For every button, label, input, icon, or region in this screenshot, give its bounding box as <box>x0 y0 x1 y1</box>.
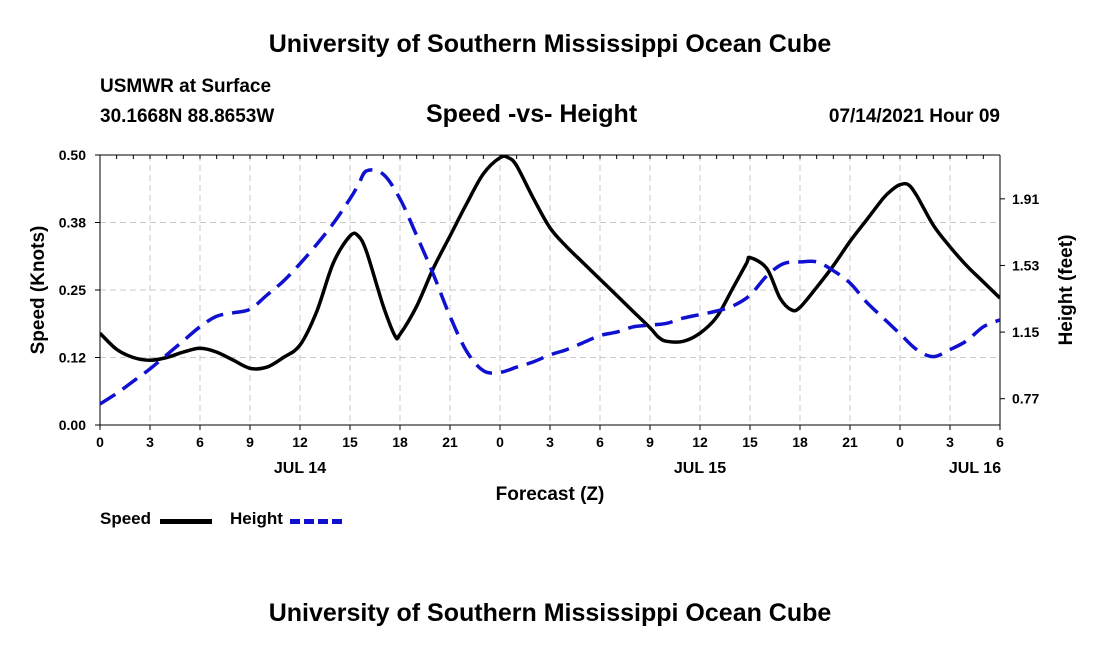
x-tick-label: 15 <box>742 434 758 450</box>
y-right-tick-label: 1.91 <box>1012 191 1039 207</box>
y-left-tick-label: 0.12 <box>59 350 86 366</box>
x-tick-label: 21 <box>842 434 858 450</box>
x-tick-label: 21 <box>442 434 458 450</box>
datetime-label: 07/14/2021 Hour 09 <box>828 106 1000 127</box>
x-tick-label: 12 <box>692 434 708 450</box>
x-tick-label: 18 <box>392 434 408 450</box>
x-tick-label: 0 <box>896 434 904 450</box>
x-tick-label: 18 <box>792 434 808 450</box>
y-left-tick-label: 0.38 <box>59 215 86 231</box>
legend-speed-label: Speed <box>100 509 152 528</box>
x-tick-label: 6 <box>196 434 204 450</box>
legend-height-swatch <box>290 519 342 524</box>
x-tick-label: 0 <box>496 434 504 450</box>
page-title-top: University of Southern Mississippi Ocean… <box>268 30 832 58</box>
y-left-tick-label: 0.25 <box>59 282 86 298</box>
x-tick-label: 9 <box>646 434 654 450</box>
page-title-bottom: University of Southern Mississippi Ocean… <box>268 599 832 627</box>
y-right-axis-label: Height (feet) <box>1056 235 1077 346</box>
x-tick-label: 6 <box>596 434 604 450</box>
x-date-label: JUL 16 <box>949 460 1001 477</box>
legend-speed-swatch <box>160 519 212 524</box>
x-tick-label: 12 <box>292 434 308 450</box>
station-label: USMWR at Surface <box>100 76 272 97</box>
x-tick-label: 3 <box>946 434 954 450</box>
x-tick-label: 0 <box>96 434 104 450</box>
y-left-tick-label: 0.00 <box>59 417 86 433</box>
y-left-tick-label: 0.50 <box>59 147 86 163</box>
x-date-label: JUL 14 <box>274 460 326 477</box>
coordinates-label: 30.1668N 88.8653W <box>100 106 275 127</box>
x-tick-label: 3 <box>546 434 554 450</box>
x-tick-label: 15 <box>342 434 358 450</box>
legend-height-label: Height <box>230 509 283 528</box>
y-right-tick-label: 1.53 <box>1012 257 1039 273</box>
series-line-speed <box>100 155 1000 371</box>
x-date-label: JUL 15 <box>674 460 726 477</box>
y-right-tick-label: 0.77 <box>1012 391 1039 407</box>
x-tick-label: 3 <box>146 434 154 450</box>
x-tick-label: 6 <box>996 434 1004 450</box>
chart-subtitle: Speed -vs- Height <box>426 100 638 128</box>
series-line-height <box>100 168 1000 406</box>
y-left-axis-label: Speed (Knots) <box>28 226 49 355</box>
x-tick-label: 9 <box>246 434 254 450</box>
x-axis-label: Forecast (Z) <box>496 484 605 505</box>
y-right-tick-label: 1.15 <box>1012 324 1039 340</box>
